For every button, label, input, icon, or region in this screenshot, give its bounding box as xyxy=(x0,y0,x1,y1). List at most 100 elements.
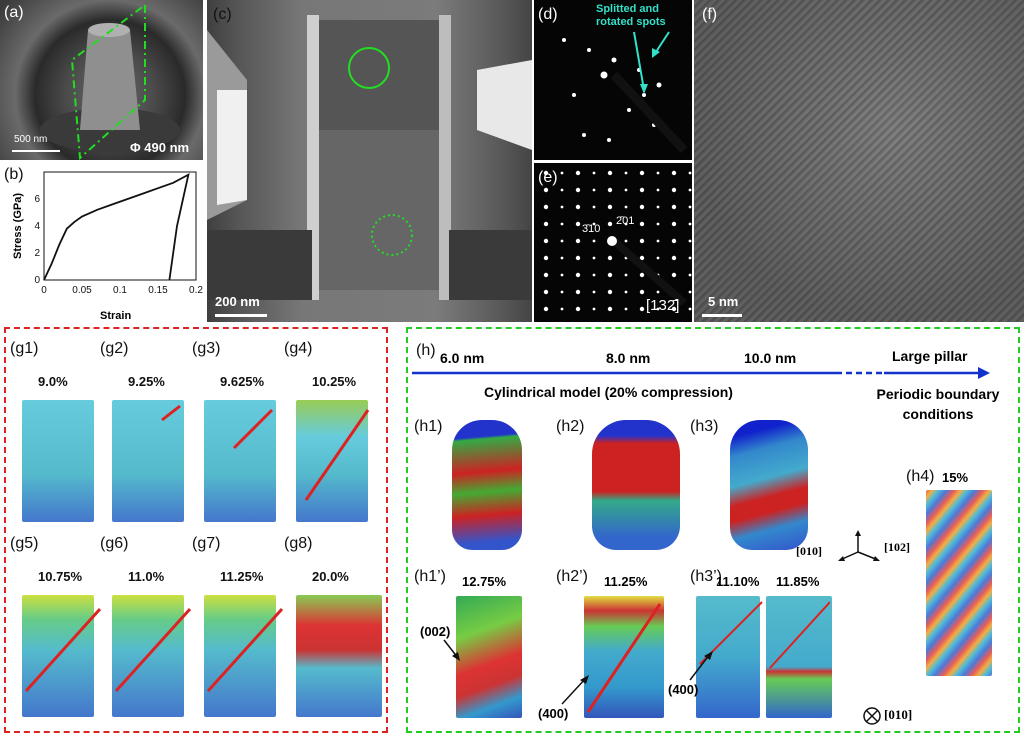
panel-d-diffraction: (d) Splitted and rotated spots xyxy=(534,0,692,160)
shear-band-g7 xyxy=(206,607,284,693)
diffraction-spot xyxy=(592,239,596,243)
diffraction-spot xyxy=(607,221,613,227)
diffraction-spot xyxy=(560,222,564,226)
diffraction-spot xyxy=(560,171,564,175)
stress-strain-line xyxy=(43,172,190,281)
label-g2: (g2) xyxy=(100,340,129,357)
zone-axis-label: [132̄] xyxy=(646,297,680,314)
pillar-sketch xyxy=(40,4,180,160)
diffraction-spot xyxy=(607,289,613,295)
diffraction-spot xyxy=(575,204,581,210)
diffraction-spot xyxy=(575,306,581,312)
diffraction-spot xyxy=(671,221,677,227)
diffraction-spot xyxy=(607,204,613,210)
diffraction-spot xyxy=(543,272,549,278)
pct-g5: 10.75% xyxy=(38,569,83,584)
cylindrical-model-label: Cylindrical model (20% compression) xyxy=(484,384,733,400)
panel-h-frame xyxy=(406,327,1020,733)
label-g5: (g5) xyxy=(10,535,39,552)
diffraction-spot xyxy=(624,188,628,192)
label-h2: (h2) xyxy=(556,418,585,435)
diffraction-spot xyxy=(560,205,564,209)
label-h1: (h1) xyxy=(414,418,443,435)
diffraction-spot xyxy=(688,188,692,192)
diffraction-spot xyxy=(543,187,549,193)
beam-stop xyxy=(611,238,687,306)
diffraction-spot xyxy=(656,222,660,226)
scale-label-c: 200 nm xyxy=(215,294,260,309)
diffraction-spot xyxy=(639,255,645,261)
diffraction-spot xyxy=(543,238,549,244)
panel-label-a: (a) xyxy=(4,4,24,21)
diffraction-spot xyxy=(543,170,549,176)
diffraction-spot xyxy=(639,289,645,295)
pbc-label: Periodic boundary conditions xyxy=(876,386,1000,422)
diffraction-spot xyxy=(592,205,596,209)
diffraction-spot xyxy=(688,307,692,311)
diffraction-spot xyxy=(543,255,549,261)
diffraction-spot xyxy=(671,187,677,193)
scale-bar-f xyxy=(702,314,742,317)
diffraction-spot xyxy=(624,205,628,209)
diffraction-spot xyxy=(688,256,692,260)
label-g4: (g4) xyxy=(284,340,313,357)
plane-400-b: (400) xyxy=(668,682,699,697)
plane-400-a: (400) xyxy=(538,706,569,721)
label-g3: (g3) xyxy=(192,340,221,357)
scale-bar-c xyxy=(215,314,267,317)
y-axis-label: Stress (GPa) xyxy=(12,192,24,260)
cylinder-h3 xyxy=(730,420,808,550)
x-tick-label: 0.15 xyxy=(148,285,168,296)
diffraction-spot xyxy=(543,204,549,210)
h1p-pct: 12.75% xyxy=(462,574,507,589)
diffraction-spot xyxy=(607,272,613,278)
sim-h4 xyxy=(926,490,992,676)
diffraction-spot xyxy=(639,306,645,312)
pct-g8: 20.0% xyxy=(312,569,349,584)
panel-f-hrtem: (f) 5 nm xyxy=(694,0,1024,322)
h3p-pct1: 11.10% xyxy=(716,574,760,589)
panel-e-diffraction: (e) 3̄10 2̄01 [132̄] xyxy=(534,163,692,322)
plot-frame xyxy=(43,171,197,281)
diffraction-spot xyxy=(575,187,581,193)
y-tick-label: 2 xyxy=(34,248,40,259)
diffraction-spot xyxy=(688,273,692,277)
diffraction-spot xyxy=(607,187,613,193)
plane-002: (002) xyxy=(420,624,451,639)
h3p-pct2: 11.85% xyxy=(776,574,820,589)
diffraction-spot xyxy=(543,221,549,227)
shear-band-g4 xyxy=(304,409,370,501)
sim-h1p xyxy=(456,596,522,718)
pct-g1: 9.0% xyxy=(38,374,68,389)
diffraction-spots-e xyxy=(543,170,692,312)
h4-pct: 15% xyxy=(942,470,969,485)
x-tick-label: 0.05 xyxy=(72,285,92,296)
size-6nm: 6.0 nm xyxy=(440,350,485,366)
label-h3p: (h3’) xyxy=(690,568,723,585)
diffraction-spot xyxy=(671,306,677,312)
diffraction-spot xyxy=(592,222,596,226)
label-h1p: (h1’) xyxy=(414,568,447,585)
diffraction-spot xyxy=(656,171,660,175)
diffraction-spot xyxy=(607,255,613,261)
diffraction-spot xyxy=(639,187,645,193)
axis-102: [102] xyxy=(884,540,910,554)
diffraction-spot xyxy=(575,255,581,261)
label-h2p: (h2’) xyxy=(556,568,589,585)
shear-band-g2 xyxy=(161,404,181,422)
label-g1: (g1) xyxy=(10,340,39,357)
size-8nm: 8.0 nm xyxy=(606,350,651,366)
diffraction-spot xyxy=(624,273,628,277)
diffraction-spot xyxy=(575,289,581,295)
diffraction-spot xyxy=(592,290,596,294)
size-arrow xyxy=(412,367,990,379)
sim-h3p-b xyxy=(766,596,832,718)
diffraction-spot xyxy=(543,289,549,295)
pct-g4: 10.25% xyxy=(312,374,357,389)
label-g6: (g6) xyxy=(100,535,129,552)
diffraction-spot xyxy=(639,204,645,210)
diffraction-spot xyxy=(688,290,692,294)
diffraction-spot xyxy=(560,290,564,294)
diffraction-spot xyxy=(688,239,692,243)
axis-010: [010] xyxy=(796,544,822,558)
